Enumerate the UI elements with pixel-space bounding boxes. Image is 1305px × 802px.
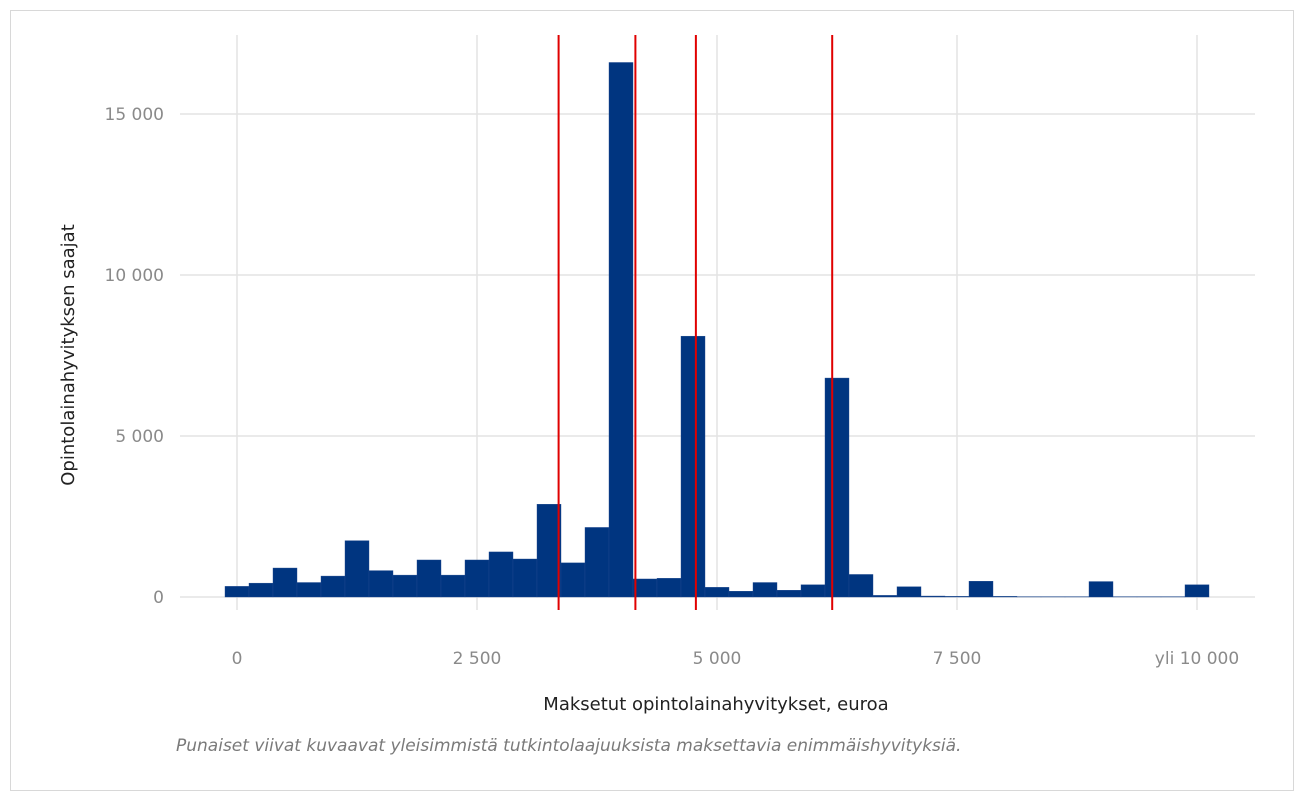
histogram-bar [488, 551, 514, 598]
histogram-bar [560, 562, 586, 598]
y-tick-label: 10 000 [105, 266, 164, 286]
histogram-bar [872, 595, 898, 598]
chart-frame [10, 10, 1294, 791]
gridlines [180, 35, 1255, 610]
histogram-bar [896, 586, 922, 598]
x-axis-title: Maksetut opintolainahyvitykset, euroa [543, 694, 888, 715]
histogram-bar [824, 377, 850, 598]
histogram-bar [224, 586, 250, 598]
reference-lines [557, 35, 834, 610]
y-tick-label: 15 000 [105, 105, 164, 125]
histogram-bar [512, 558, 538, 598]
histogram-bar [968, 581, 994, 598]
histogram-bar [344, 540, 370, 598]
histogram-bar [392, 574, 418, 598]
histogram-bar [992, 596, 1018, 598]
histogram-bar [728, 591, 754, 598]
y-axis-title: Opintolainahyvityksen saajat [58, 224, 79, 486]
histogram-bar [944, 596, 970, 598]
histogram-bar [776, 590, 802, 598]
histogram-bar [920, 595, 946, 598]
histogram-bar [272, 567, 298, 598]
x-tick-label: yli 10 000 [1155, 649, 1239, 669]
y-tick-label: 0 [153, 588, 164, 608]
histogram-bar [440, 574, 466, 598]
x-tick-label: 2 500 [453, 649, 502, 669]
bars [224, 62, 1210, 598]
histogram-bar [248, 582, 274, 598]
x-tick-label: 7 500 [933, 649, 982, 669]
histogram-bar [464, 559, 490, 598]
histogram-bar [704, 587, 730, 598]
x-tick-label: 5 000 [693, 649, 742, 669]
chart-caption: Punaiset viivat kuvaavat yleisimmistä tu… [176, 736, 962, 756]
histogram-bar [752, 582, 778, 598]
histogram-bar [1088, 581, 1114, 598]
histogram-bar [632, 578, 658, 598]
y-tick-label: 5 000 [115, 427, 164, 447]
histogram-bar [296, 582, 322, 598]
histogram-bar [680, 335, 706, 598]
histogram-bar [416, 559, 442, 598]
x-tick-label: 0 [232, 649, 243, 669]
histogram-bar [1184, 584, 1210, 598]
histogram-bar [848, 574, 874, 598]
histogram-bar [800, 584, 826, 598]
histogram-bar [320, 575, 346, 598]
histogram-bar [536, 504, 562, 598]
tick-labels: 0 2 500 5 000 7 500 yli 10 000 0 5 000 10 000 15… [105, 105, 1240, 669]
histogram-bar [608, 62, 634, 598]
histogram-bar [656, 578, 682, 598]
histogram-bar [584, 527, 610, 598]
histogram-bar [368, 570, 394, 598]
